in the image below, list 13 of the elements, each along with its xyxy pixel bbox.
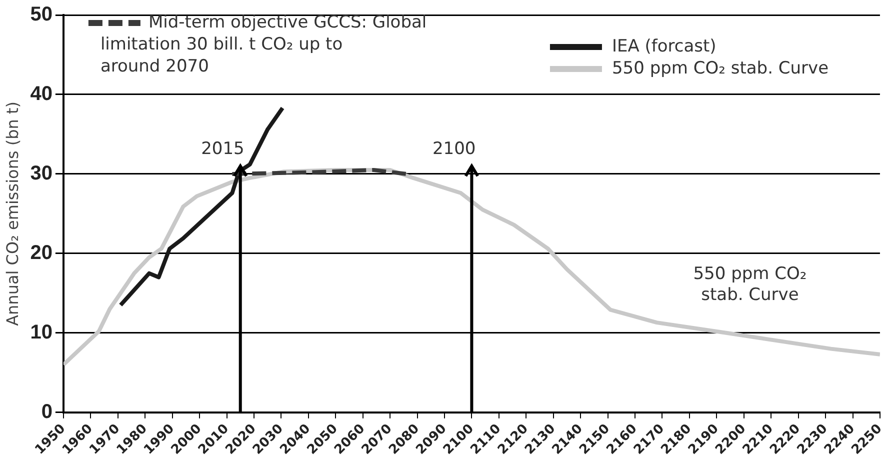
annotation: 550 ppm CO₂ stab. Curve: [693, 264, 807, 306]
ref-line-label: 2015: [201, 138, 244, 159]
y-tick-label: 10: [30, 321, 52, 344]
y-tick-label: 30: [30, 162, 52, 184]
ref-line-label: 2100: [432, 138, 476, 159]
y-tick-label: 50: [30, 4, 52, 26]
y-tick-label: 0: [41, 400, 52, 423]
y-axis-title: Annual CO₂ emissions (bn t): [2, 101, 22, 326]
y-tick-label: 20: [30, 242, 52, 264]
legend-label: IEA (forcast): [612, 36, 716, 56]
legend-label: 550 ppm CO₂ stab. Curve: [612, 58, 829, 78]
legend-label: Mid-term objective GCCS: Global limitation 30 bill. t CO₂ up to around 2070: [100, 12, 427, 76]
y-tick-label: 40: [30, 82, 52, 105]
